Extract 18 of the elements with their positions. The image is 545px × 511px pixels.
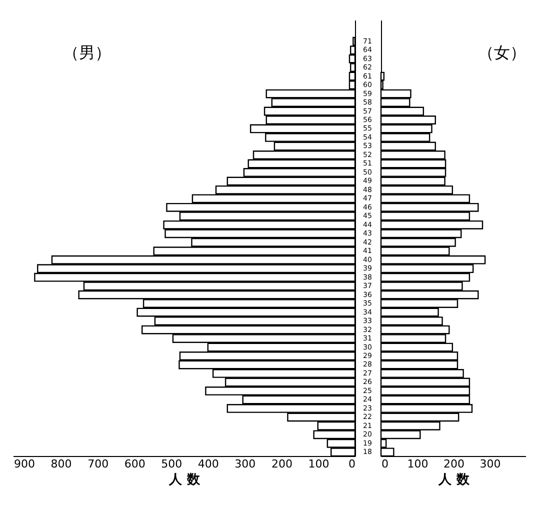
x-tick-label: 700	[88, 458, 109, 470]
x-tick-label: 600	[124, 458, 146, 470]
x-tick-label: 0	[348, 458, 356, 470]
x-tick-label: 200	[444, 458, 464, 470]
x-tick-label: 800	[50, 458, 72, 470]
x-tick-label: 0	[382, 458, 388, 470]
x-tick-label: 100	[407, 458, 428, 470]
x-tick-label: 200	[271, 458, 292, 470]
x-tick-label: 500	[161, 458, 182, 470]
chart-title: （女）	[478, 43, 526, 62]
x-tick-label: 400	[198, 458, 219, 470]
x-axis-title: 人 数	[438, 472, 470, 488]
x-tick-label: 300	[234, 458, 256, 470]
x-tick-label: 300	[480, 458, 501, 470]
x-tick-label: 900	[14, 458, 36, 470]
x-tick-label: 100	[308, 458, 330, 470]
chart-title: （男）	[63, 43, 111, 62]
x-axis-title: 人 数	[168, 472, 201, 488]
